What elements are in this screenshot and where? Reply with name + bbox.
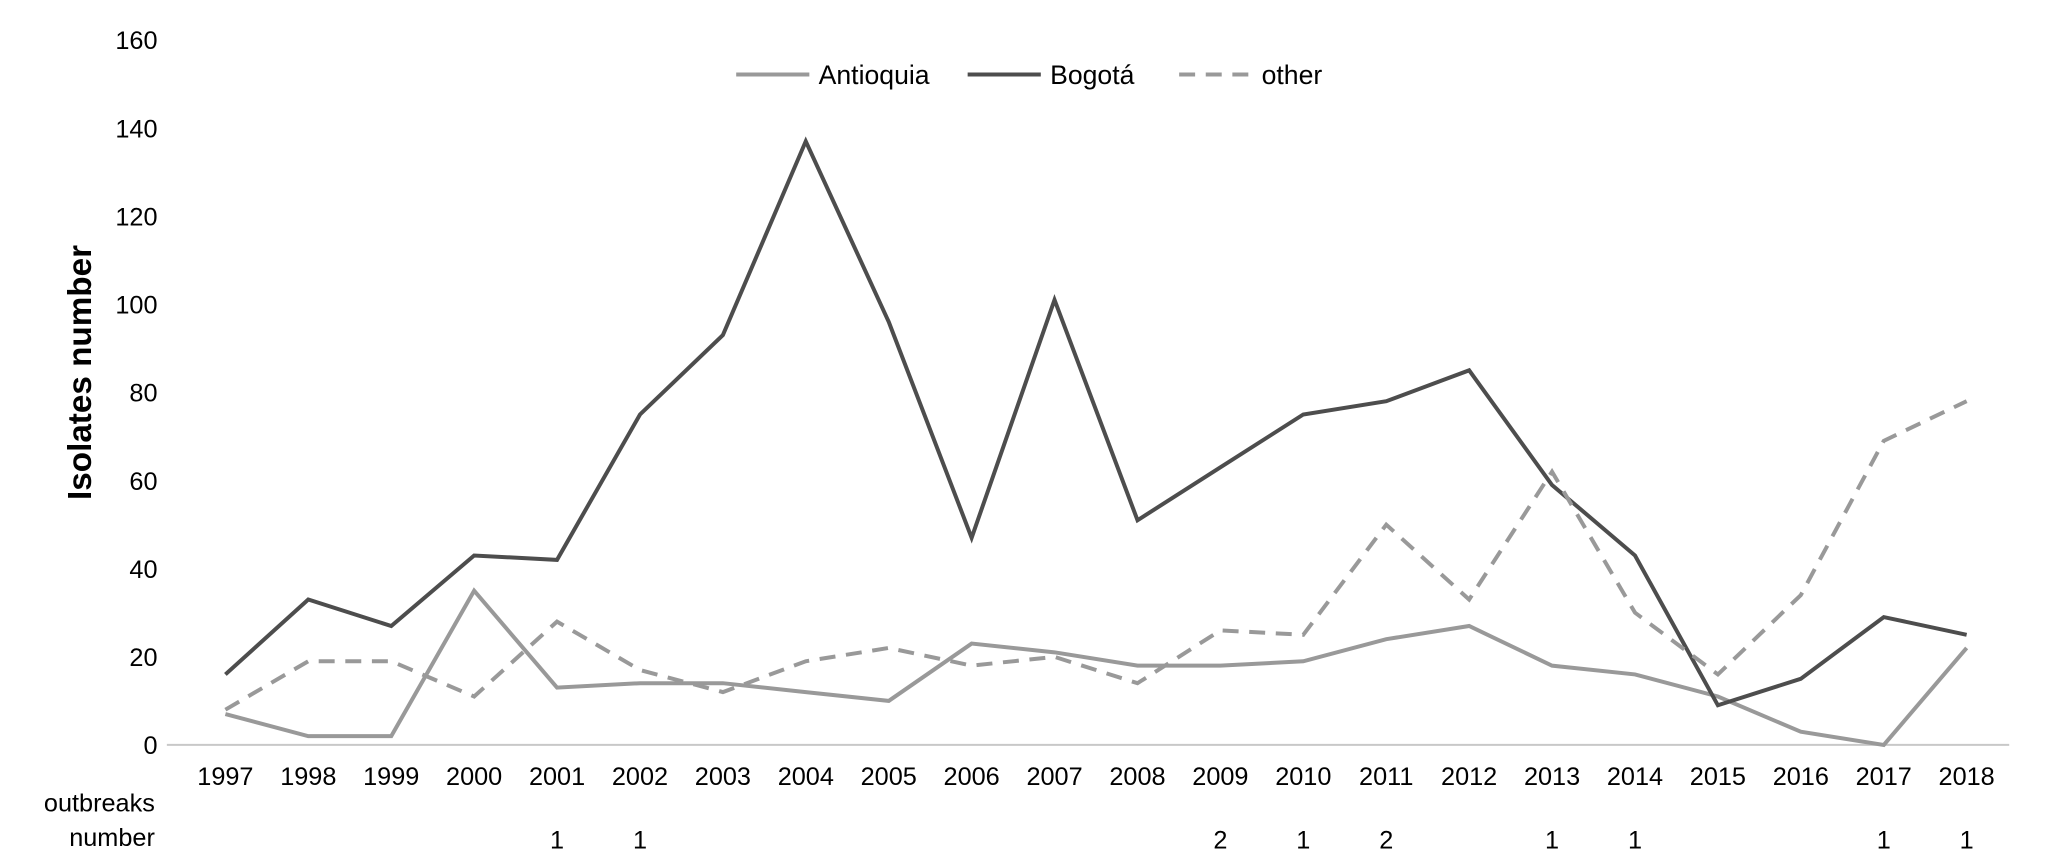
series-line-bogot	[224, 136, 1968, 708]
x-tick-label: 2005	[861, 763, 917, 791]
legend-label: Antioquia	[819, 60, 930, 90]
y-tick-label: 60	[129, 468, 157, 496]
y-tick-label: 140	[115, 115, 157, 143]
y-tick-label: 120	[115, 203, 157, 231]
outbreak-count: 1	[633, 827, 647, 854]
outbreaks-label-line1: outbreaks	[44, 789, 155, 817]
y-axis-title: Isolates number	[62, 245, 99, 500]
legend-label: Bogotá	[1050, 60, 1134, 90]
legend-label: other	[1262, 60, 1323, 90]
x-tick-label: 2008	[1109, 763, 1165, 791]
legend: Antioquia Bogotá other	[736, 60, 1322, 90]
y-axis-ticks: 0 20 40 60 80 100 120 140 160	[115, 27, 157, 760]
x-tick-label: 1998	[280, 763, 336, 791]
y-tick-label: 0	[143, 732, 157, 760]
x-tick-label: 2002	[612, 763, 668, 791]
x-tick-label: 2016	[1773, 763, 1829, 791]
y-tick-label: 80	[129, 380, 157, 408]
x-tick-label: 2015	[1690, 763, 1746, 791]
series-lines	[224, 136, 1969, 748]
x-tick-label: 2006	[944, 763, 1000, 791]
x-tick-label: 2004	[778, 763, 834, 791]
outbreak-count: 1	[1877, 827, 1891, 854]
x-tick-label: 2017	[1856, 763, 1912, 791]
series-line-antioquia	[224, 587, 1969, 748]
y-tick-label: 100	[115, 292, 157, 320]
outbreaks-row: 1 1 2 1 2 1 1 1 1	[550, 827, 1974, 854]
x-tick-label: 2018	[1939, 763, 1995, 791]
x-tick-label: 2003	[695, 763, 751, 791]
x-tick-label: 2013	[1524, 763, 1580, 791]
x-tick-label: 1997	[197, 763, 253, 791]
y-tick-label: 40	[129, 556, 157, 584]
outbreaks-label-line2: number	[69, 824, 155, 852]
x-tick-label: 2000	[446, 763, 502, 791]
x-tick-label: 2007	[1026, 763, 1082, 791]
x-tick-label: 2012	[1441, 763, 1497, 791]
series-line-other	[224, 399, 1968, 712]
x-tick-label: 2011	[1359, 763, 1413, 791]
y-tick-label: 160	[115, 27, 157, 55]
outbreak-count: 1	[1545, 827, 1559, 854]
x-tick-label: 1999	[363, 763, 419, 791]
y-tick-label: 20	[129, 644, 157, 672]
x-axis-ticks: 1997 1998 1999 2000 2001 2002 2003 2004 2005 2006…	[197, 763, 1994, 791]
outbreak-count: 2	[1213, 827, 1227, 854]
outbreak-count: 1	[550, 827, 564, 854]
outbreak-count: 1	[1296, 827, 1310, 854]
outbreak-count: 1	[1960, 827, 1974, 854]
x-tick-label: 2010	[1275, 763, 1331, 791]
outbreak-count: 1	[1628, 827, 1642, 854]
x-tick-label: 2014	[1607, 763, 1663, 791]
x-tick-label: 2009	[1192, 763, 1248, 791]
x-tick-label: 2001	[529, 763, 585, 791]
outbreak-count: 2	[1379, 827, 1393, 854]
